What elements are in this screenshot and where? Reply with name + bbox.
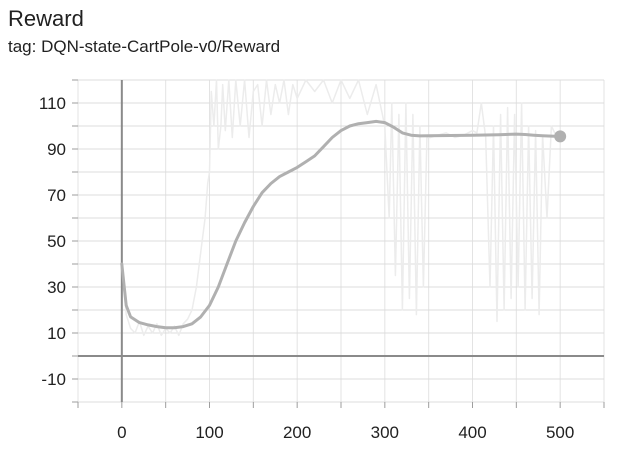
y-tick-label: -10 [41, 370, 66, 389]
minor-gridlines [77, 79, 605, 403]
x-tick-label: 500 [546, 423, 574, 442]
y-tick-label: 70 [47, 186, 66, 205]
x-tick-label: 200 [283, 423, 311, 442]
tick-labels: 0 100 200 300 400 500 -10 10 30 50 70 90 110 [39, 94, 574, 442]
y-tick-label: 90 [47, 140, 66, 159]
series-line-smoothed [120, 119, 562, 330]
y-tick-label: 10 [47, 324, 66, 343]
chart-title: Reward [8, 6, 84, 31]
x-tick-label: 400 [458, 423, 486, 442]
x-tick-label: 0 [117, 423, 126, 442]
x-tick-label: 100 [195, 423, 223, 442]
y-tick-label: 110 [39, 94, 66, 113]
series-line-raw [121, 79, 561, 337]
series-layer [120, 79, 567, 337]
chart-tag: tag: DQN-state-CartPole-v0/Reward [8, 37, 281, 56]
x-tick-label: 300 [371, 423, 399, 442]
axes [72, 79, 605, 408]
series-end-marker [554, 130, 567, 143]
y-tick-label: 30 [47, 278, 66, 297]
y-tick-label: 50 [47, 232, 66, 251]
